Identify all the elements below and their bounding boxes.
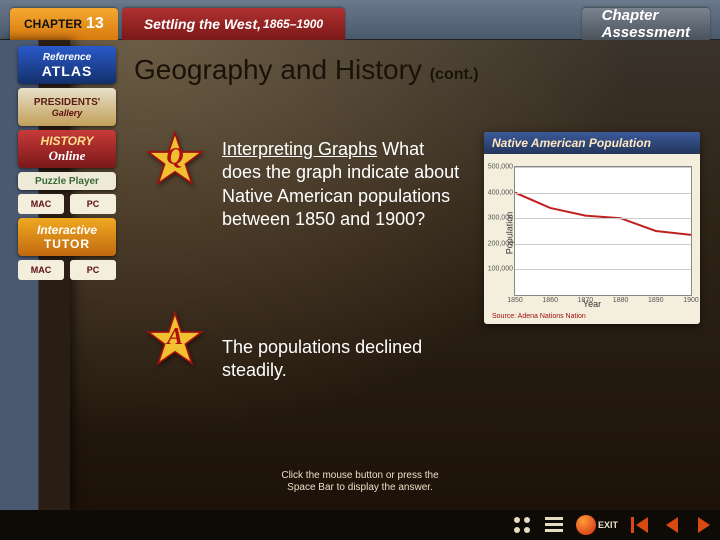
xtick-label: 1900	[683, 297, 699, 304]
next-slide-button[interactable]	[690, 513, 718, 537]
graph-plot-area: 100,000200,000300,000400,000500,00018501…	[514, 166, 692, 296]
question-text: Interpreting Graphs What does the graph …	[222, 138, 467, 232]
contents-icon[interactable]	[540, 513, 568, 537]
graph-line	[515, 167, 691, 295]
gridline	[515, 244, 691, 245]
xtick-label: 1890	[648, 297, 664, 304]
answer-text: The populations declined steadily.	[222, 336, 467, 383]
graph-source: Source: Adena Nations Nation	[484, 311, 700, 324]
xtick-label: 1880	[613, 297, 629, 304]
gridline	[515, 167, 691, 168]
book-years: 1865–1900	[263, 17, 323, 31]
reference-atlas-button[interactable]: Reference ATLAS	[18, 46, 116, 84]
ytick-label: 100,000	[488, 266, 513, 273]
chapter-number: 13	[86, 15, 104, 33]
ytick-label: 500,000	[488, 164, 513, 171]
tutor-platform-row: MAC PC	[18, 260, 116, 280]
question-heading: Interpreting Graphs	[222, 139, 377, 159]
exit-label: EXIT	[598, 520, 618, 530]
chapter-label: CHAPTER	[24, 17, 82, 31]
gridline	[515, 193, 691, 194]
top-bar: CHAPTER 13 Settling the West, 1865–1900 …	[0, 0, 720, 40]
tools-icon[interactable]	[508, 513, 536, 537]
ytick-label: 400,000	[488, 189, 513, 196]
assessment-line2: Assessment	[602, 24, 690, 41]
sidebar: Reference ATLAS PRESIDENTS' Gallery HIST…	[18, 46, 116, 280]
interactive-tutor-button[interactable]: Interactive TUTOR	[18, 218, 116, 256]
xtick-label: 1850	[507, 297, 523, 304]
population-graph: Native American Population Population 10…	[484, 132, 700, 324]
slide-stage: Reference ATLAS PRESIDENTS' Gallery HIST…	[0, 40, 720, 510]
history-online-button[interactable]: HISTORY Online	[18, 130, 116, 168]
book-title: Settling the West,	[144, 16, 261, 32]
xtick-label: 1860	[542, 297, 558, 304]
puzzle-player-button[interactable]: Puzzle Player	[18, 172, 116, 190]
graph-xlabel: Year	[583, 299, 601, 309]
instruction-text: Click the mouse button or press the Spac…	[281, 470, 438, 494]
puzzle-platform-row: MAC PC	[18, 194, 116, 214]
ytick-label: 200,000	[488, 240, 513, 247]
graph-title: Native American Population	[484, 132, 700, 154]
first-slide-button[interactable]	[626, 513, 654, 537]
gridline	[515, 269, 691, 270]
bottom-bar: EXIT	[0, 510, 720, 540]
puzzle-pc-button[interactable]: PC	[70, 194, 116, 214]
exit-button[interactable]: EXIT	[576, 515, 618, 535]
assessment-line1: Chapter	[602, 7, 659, 24]
book-title-tab: Settling the West, 1865–1900	[122, 8, 345, 40]
prev-slide-button[interactable]	[658, 513, 686, 537]
question-star-icon: Q	[146, 130, 204, 188]
tutor-mac-button[interactable]: MAC	[18, 260, 64, 280]
answer-star-icon: A	[146, 310, 204, 368]
assessment-tab[interactable]: Chapter Assessment	[582, 8, 710, 40]
slide-title: Geography and History (cont.)	[134, 54, 479, 86]
ytick-label: 300,000	[488, 215, 513, 222]
chapter-tab[interactable]: CHAPTER 13	[10, 8, 118, 40]
graph-body: Population 100,000200,000300,000400,0005…	[484, 154, 700, 311]
presidents-gallery-button[interactable]: PRESIDENTS' Gallery	[18, 88, 116, 126]
gridline	[515, 218, 691, 219]
exit-icon	[576, 515, 596, 535]
puzzle-mac-button[interactable]: MAC	[18, 194, 64, 214]
tutor-pc-button[interactable]: PC	[70, 260, 116, 280]
